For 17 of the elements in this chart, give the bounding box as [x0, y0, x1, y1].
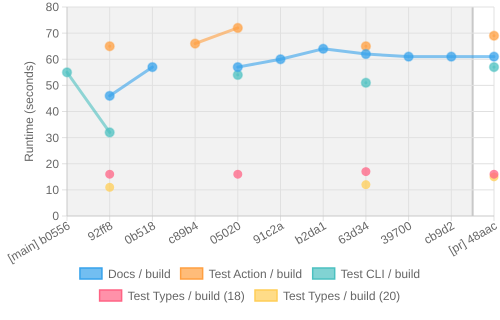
y-tick-label: 30: [46, 130, 60, 145]
y-tick-label: 70: [46, 26, 60, 40]
x-tick-label: 91c2a: [250, 218, 286, 247]
legend-label: Test Types / build (20): [283, 289, 400, 304]
y-tick-label: 10: [46, 183, 60, 198]
legend-label: Test Types / build (18): [128, 289, 245, 304]
y-tick-label: 40: [46, 104, 60, 119]
y-tick-label: 20: [46, 156, 60, 171]
y-axis-title: Runtime (seconds): [22, 61, 36, 162]
y-tick-label: 80: [46, 0, 60, 14]
y-tick-label: 0: [52, 209, 60, 224]
legend-label: Test CLI / build: [340, 267, 420, 282]
legend-label: Test Action / build: [208, 267, 302, 282]
y-tick-label: 50: [46, 78, 60, 93]
x-tick-label: 92ff8: [85, 218, 116, 244]
legend-label: Docs / build: [108, 267, 171, 282]
y-tick-label: 60: [46, 52, 60, 66]
